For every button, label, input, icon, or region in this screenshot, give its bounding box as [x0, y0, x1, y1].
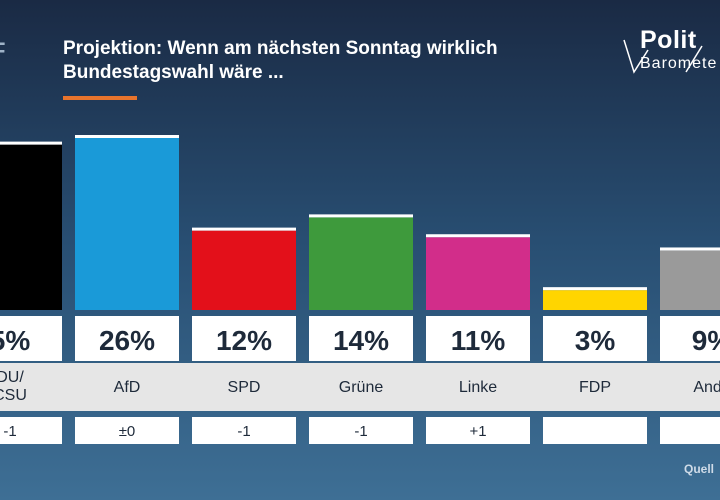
- bar-cap-fdp: [543, 287, 647, 291]
- bar-cap-spd: [192, 227, 296, 231]
- change-label-cdu-csu: -1: [3, 423, 16, 440]
- change-box-gr-ne: [309, 417, 413, 444]
- bar-andere: [660, 250, 720, 310]
- bar-cap-cdu-csu: [0, 141, 62, 145]
- bar-cap-gr-ne: [309, 214, 413, 218]
- bar-fdp: [543, 290, 647, 310]
- value-label-fdp: 3%: [575, 325, 616, 356]
- category-label-cdu-csu: CSU: [0, 387, 27, 404]
- value-label-spd: 12%: [216, 325, 272, 356]
- change-label-gr-ne: -1: [354, 423, 367, 440]
- change-box-cdu-csu: [0, 417, 62, 444]
- change-box-fdp: [543, 417, 647, 444]
- change-box-afd: [75, 417, 179, 444]
- bar-cap-afd: [75, 135, 179, 138]
- logo-word-barometer: Baromete: [640, 55, 718, 72]
- value-box-afd: [75, 316, 179, 361]
- bar-spd: [192, 230, 296, 310]
- source-note: Quell: [684, 462, 715, 476]
- bar-gr-ne: [309, 217, 413, 310]
- bar-cap-linke: [426, 234, 530, 238]
- change-box-spd: [192, 417, 296, 444]
- bar-linke: [426, 237, 530, 310]
- chart-title-line-2: Bundestagswahl wäre ...: [63, 62, 284, 83]
- change-box-andere: [660, 417, 720, 444]
- category-label-spd: SPD: [228, 379, 261, 396]
- change-box-linke: [426, 417, 530, 444]
- value-box-andere: [660, 316, 720, 361]
- value-box-cdu-csu: [0, 316, 62, 361]
- change-label-afd: ±0: [119, 423, 136, 440]
- bar-cdu-csu: [0, 144, 62, 310]
- value-label-andere: 9%: [692, 325, 720, 356]
- change-label-spd: -1: [237, 423, 250, 440]
- value-label-afd: 26%: [99, 325, 155, 356]
- logo-word-polit: Polit: [640, 26, 697, 54]
- broadcaster-logo: F: [0, 38, 6, 64]
- value-label-gr-ne: 14%: [333, 325, 389, 356]
- title-accent-bar: [63, 96, 137, 100]
- chart-title-line-1: Projektion: Wenn am nächsten Sonntag wir…: [63, 38, 498, 59]
- politbarometer-logo: Polit Baromete: [618, 26, 720, 76]
- category-label-afd: AfD: [114, 379, 141, 396]
- checkmark-logo-icon: [623, 39, 703, 74]
- value-label-linke: 11%: [451, 325, 506, 356]
- category-band: [0, 363, 720, 411]
- category-label-andere: Ande: [693, 379, 720, 396]
- value-box-linke: [426, 316, 530, 361]
- category-label-cdu-csu: DU/: [0, 369, 24, 386]
- category-label-linke: Linke: [459, 379, 497, 396]
- change-label-linke: +1: [469, 423, 486, 440]
- chart-title: Projektion: Wenn am nächsten Sonntag wir…: [63, 37, 583, 85]
- value-box-fdp: [543, 316, 647, 361]
- bar-afd: [75, 138, 179, 310]
- bar-cap-andere: [660, 247, 720, 251]
- value-label-cdu-csu: 5%: [0, 325, 30, 356]
- value-box-gr-ne: [309, 316, 413, 361]
- category-label-gr-ne: Grüne: [339, 379, 384, 396]
- value-box-spd: [192, 316, 296, 361]
- category-label-fdp: FDP: [579, 379, 611, 396]
